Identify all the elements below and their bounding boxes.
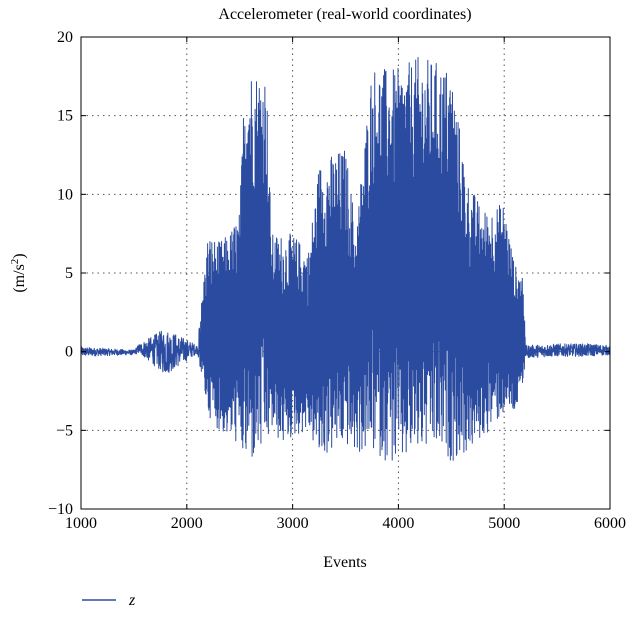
y-axis-label-main: (m/s: [11, 264, 28, 292]
chart-title: Accelerometer (real-world coordinates): [218, 6, 471, 23]
legend-label-z: z: [128, 592, 136, 609]
y-tick-label: 15: [57, 108, 73, 125]
x-tick-label: 6000: [594, 515, 626, 532]
legend: z: [82, 592, 136, 609]
y-axis-label-close: ): [11, 253, 28, 258]
y-tick-label: 20: [57, 29, 73, 46]
x-tick-label: 4000: [382, 515, 414, 532]
y-tick-label: −5: [56, 422, 73, 439]
y-tick-label: 0: [65, 344, 73, 361]
series-line-z: [81, 56, 610, 461]
x-tick-label: 2000: [171, 515, 203, 532]
x-axis-label: Events: [323, 554, 367, 571]
y-axis-label: (m/s2): [9, 253, 28, 292]
x-tick-label: 5000: [488, 515, 520, 532]
y-tick-label: −10: [48, 501, 73, 518]
x-tick-label: 1000: [65, 515, 97, 532]
ticks: 1000 2000 3000 4000 5000 6000 −10 −5 0 5 10 15 20: [48, 29, 626, 532]
plot-area: [81, 56, 610, 461]
y-tick-label: 10: [57, 186, 73, 203]
x-tick-label: 3000: [277, 515, 309, 532]
y-axis-label-sup: 2: [9, 259, 21, 265]
y-tick-label: 5: [65, 265, 73, 282]
